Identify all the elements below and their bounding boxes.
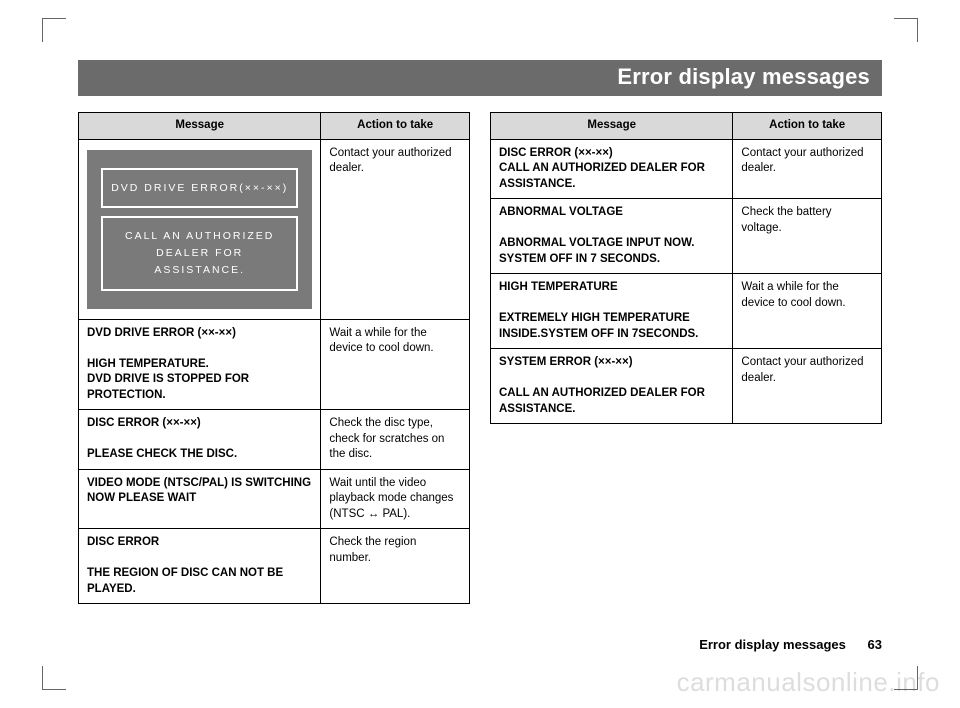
msg-line: ABNORMAL VOLTAGE INPUT NOW. SYSTEM OFF I…	[499, 237, 695, 265]
double-arrow-icon: ↔	[368, 507, 380, 523]
msg-line: PLEASE CHECK THE DISC.	[87, 448, 237, 460]
table-row: DISC ERROR (××-××) PLEASE CHECK THE DISC…	[79, 410, 470, 470]
table-row: HIGH TEMPERATURE EXTREMELY HIGH TEMPERAT…	[491, 274, 882, 349]
col-header-action: Action to take	[321, 113, 470, 140]
message-cell: HIGH TEMPERATURE EXTREMELY HIGH TEMPERAT…	[491, 274, 733, 349]
crop-mark	[894, 18, 918, 42]
message-cell: VIDEO MODE (NTSC/PAL) IS SWITCHING NOW P…	[79, 469, 321, 529]
msg-line: DVD DRIVE IS STOPPED FOR PROTECTION.	[87, 373, 249, 401]
table-row: DISC ERROR (××-××) CALL AN AUTHORIZED DE…	[491, 139, 882, 199]
action-cell: Check the battery voltage.	[733, 199, 882, 274]
col-header-action: Action to take	[733, 113, 882, 140]
message-cell: DVD DRIVE ERROR(××-××) CALL AN AUTHORIZE…	[79, 139, 321, 319]
col-header-message: Message	[79, 113, 321, 140]
message-cell: DISC ERROR THE REGION OF DISC CAN NOT BE…	[79, 529, 321, 604]
page-title-bar: Error display messages	[78, 60, 882, 96]
right-column: Message Action to take DISC ERROR (××-××…	[490, 112, 882, 604]
msg-line: HIGH TEMPERATURE.	[87, 358, 209, 370]
table-row: DISC ERROR THE REGION OF DISC CAN NOT BE…	[79, 529, 470, 604]
action-cell: Wait a while for the device to cool down…	[733, 274, 882, 349]
msg-line: EXTREMELY HIGH TEMPERATURE INSIDE.SYSTEM…	[499, 312, 698, 340]
msg-line: ABNORMAL VOLTAGE	[499, 206, 623, 218]
action-cell: Contact your authorized dealer.	[733, 139, 882, 199]
action-cell: Contact your authorized dealer.	[733, 349, 882, 424]
msg-line: THE REGION OF DISC CAN NOT BE PLAYED.	[87, 567, 283, 595]
table-row: SYSTEM ERROR (××-××) CALL AN AUTHORIZED …	[491, 349, 882, 424]
msg-line: CALL AN AUTHORIZED DEALER FOR ASSISTANCE…	[499, 387, 705, 415]
msg-line: VIDEO MODE (NTSC/PAL) IS SWITCHING NOW P…	[87, 477, 311, 505]
display-box-line2: CALL AN AUTHORIZED DEALER FOR ASSISTANCE…	[101, 216, 298, 290]
error-table-right: Message Action to take DISC ERROR (××-××…	[490, 112, 882, 424]
dvd-error-display: DVD DRIVE ERROR(××-××) CALL AN AUTHORIZE…	[87, 150, 312, 309]
page-number: 63	[868, 637, 882, 652]
crop-mark	[894, 666, 918, 690]
msg-line: DISC ERROR	[87, 536, 159, 548]
left-column: Message Action to take DVD DRIVE ERROR(×…	[78, 112, 470, 604]
action-text-post: PAL).	[379, 508, 410, 520]
message-cell: DVD DRIVE ERROR (××-××) HIGH TEMPERATURE…	[79, 319, 321, 410]
display-box-line2a: CALL AN AUTHORIZED	[125, 230, 274, 242]
footer-title: Error display messages	[699, 637, 846, 652]
action-cell: Check the region number.	[321, 529, 470, 604]
action-cell: Wait a while for the device to cool down…	[321, 319, 470, 410]
display-box-line1: DVD DRIVE ERROR(××-××)	[101, 168, 298, 209]
table-row: ABNORMAL VOLTAGE ABNORMAL VOLTAGE INPUT …	[491, 199, 882, 274]
display-box-line2b: DEALER FOR ASSISTANCE.	[154, 247, 245, 276]
msg-line: HIGH TEMPERATURE	[499, 281, 618, 293]
message-cell: DISC ERROR (××-××) PLEASE CHECK THE DISC…	[79, 410, 321, 470]
msg-line: SYSTEM ERROR (××-××)	[499, 356, 633, 368]
msg-line: CALL AN AUTHORIZED DEALER FOR ASSISTANCE…	[499, 162, 705, 190]
table-row: DVD DRIVE ERROR(××-××) CALL AN AUTHORIZE…	[79, 139, 470, 319]
msg-line: DVD DRIVE ERROR (××-××)	[87, 327, 236, 339]
action-cell: Wait until the video playback mode chang…	[321, 469, 470, 529]
crop-mark	[42, 666, 66, 690]
action-cell: Check the disc type, check for scratches…	[321, 410, 470, 470]
msg-line: DISC ERROR (××-××)	[499, 147, 613, 159]
message-cell: ABNORMAL VOLTAGE ABNORMAL VOLTAGE INPUT …	[491, 199, 733, 274]
message-cell: SYSTEM ERROR (××-××) CALL AN AUTHORIZED …	[491, 349, 733, 424]
action-cell: Contact your authorized dealer.	[321, 139, 470, 319]
page-content: Error display messages Message Action to…	[0, 0, 960, 644]
table-row: VIDEO MODE (NTSC/PAL) IS SWITCHING NOW P…	[79, 469, 470, 529]
columns: Message Action to take DVD DRIVE ERROR(×…	[78, 112, 882, 604]
message-cell: DISC ERROR (××-××) CALL AN AUTHORIZED DE…	[491, 139, 733, 199]
col-header-message: Message	[491, 113, 733, 140]
page-footer: Error display messages 63	[699, 637, 882, 652]
table-row: DVD DRIVE ERROR (××-××) HIGH TEMPERATURE…	[79, 319, 470, 410]
msg-line: DISC ERROR (××-××)	[87, 417, 201, 429]
error-table-left: Message Action to take DVD DRIVE ERROR(×…	[78, 112, 470, 604]
crop-mark	[42, 18, 66, 42]
